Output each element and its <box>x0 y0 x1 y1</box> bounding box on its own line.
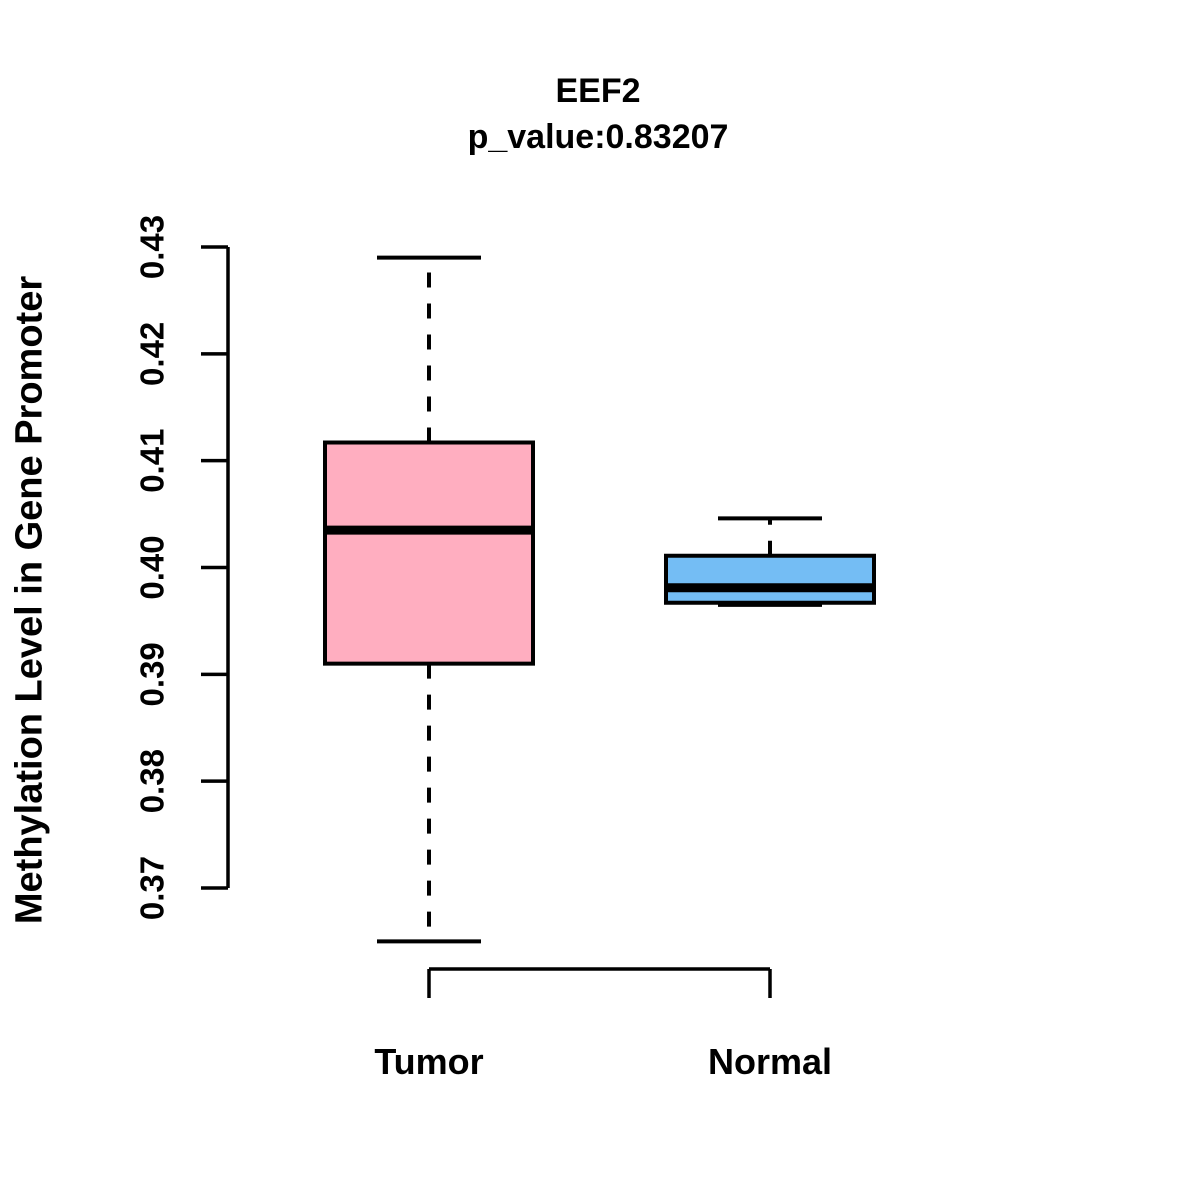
y-tick-label: 0.42 <box>134 322 171 386</box>
y-tick-label: 0.37 <box>134 856 171 920</box>
x-tick-label-tumor: Tumor <box>374 1041 483 1082</box>
y-tick-label: 0.39 <box>134 642 171 706</box>
box-tumor <box>323 440 535 666</box>
y-tick-label: 0.43 <box>134 215 171 279</box>
y-tick-label: 0.40 <box>134 535 171 599</box>
chart-title: EEF2 <box>555 72 641 110</box>
box-normal <box>664 553 876 605</box>
y-tick-label: 0.41 <box>134 429 171 493</box>
chart-pvalue-subtitle: p_value:0.83207 <box>467 118 729 156</box>
x-tick-label-normal: Normal <box>708 1041 832 1082</box>
y-tick-label: 0.38 <box>134 749 171 813</box>
